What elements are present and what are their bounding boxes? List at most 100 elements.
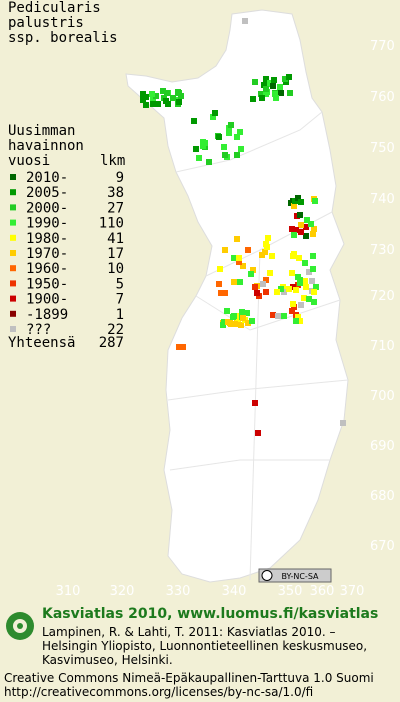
observation-square (298, 229, 304, 235)
observation-square (306, 269, 312, 275)
observation-square (238, 322, 244, 328)
observation-square (309, 278, 315, 284)
citation: Kasvimuseo, Helsinki. (42, 653, 173, 667)
y-grid-label: 760 (370, 90, 395, 105)
legend-count: 5 (116, 276, 124, 292)
observation-square (269, 253, 275, 259)
observation-square (244, 310, 250, 316)
legend-swatch (10, 250, 16, 256)
observation-square (210, 114, 216, 120)
legend-label: 2000- (26, 200, 68, 216)
observation-square (277, 84, 283, 90)
legend-label: 2005- (26, 185, 68, 201)
observation-square (311, 226, 317, 232)
observation-square (252, 79, 258, 85)
observation-square (289, 270, 295, 276)
observation-square (311, 299, 317, 305)
observation-square (289, 308, 295, 314)
observation-square (259, 95, 265, 101)
observation-square (272, 91, 278, 97)
observation-square (222, 152, 228, 158)
y-grid-label: 670 (370, 539, 395, 554)
observation-square (261, 82, 267, 88)
observation-square (155, 101, 161, 107)
observation-square (291, 203, 297, 209)
observation-square (216, 134, 222, 140)
legend-swatch (10, 265, 16, 272)
legend-label: 1990- (26, 216, 68, 232)
observation-square (239, 309, 245, 315)
x-grid-label: 340 (222, 584, 247, 599)
license-url: http://creativecommons.org/licenses/by-n… (4, 685, 313, 699)
observation-square (310, 231, 316, 237)
observation-square (236, 259, 242, 265)
logo-dot (17, 623, 23, 629)
observation-square (149, 91, 155, 97)
title-line: ssp. borealis (8, 30, 118, 46)
legend-count: 9 (116, 170, 124, 186)
observation-square (224, 308, 230, 314)
observation-square (303, 224, 309, 230)
observation-square (286, 286, 292, 292)
observation-square (297, 212, 303, 218)
y-grid-label: 680 (370, 489, 395, 504)
observation-square (249, 318, 255, 324)
observation-square (263, 76, 269, 82)
legend-label: 1900- (26, 292, 68, 308)
observation-square (271, 77, 277, 83)
badge-box (258, 568, 332, 583)
legend-count: 10 (107, 261, 124, 277)
observation-square (303, 233, 309, 239)
observation-square (160, 88, 166, 94)
y-grid-label: 740 (370, 192, 395, 207)
legend-swatch (10, 219, 16, 226)
observation-square (220, 322, 226, 328)
observation-square (212, 110, 218, 116)
observation-square (252, 284, 258, 290)
observation-square (295, 195, 301, 201)
legend-swatch (10, 204, 16, 211)
observation-square (176, 99, 182, 105)
y-grid-label: 700 (370, 389, 395, 404)
x-grid-label: 370 (340, 584, 365, 599)
observation-square (237, 279, 243, 285)
legend-swatch (10, 189, 16, 196)
observation-square (240, 315, 246, 321)
legend-label: 1980- (26, 231, 68, 247)
observation-square (293, 287, 299, 293)
region-borders (167, 111, 349, 581)
legend-swatch (10, 280, 16, 287)
observation-square (275, 313, 281, 319)
observation-square (228, 122, 234, 128)
observation-square (302, 278, 308, 284)
legend-swatch (10, 234, 16, 241)
observation-square (230, 314, 236, 320)
legend-total-label: Yhteensä (8, 335, 75, 351)
observation-square (196, 155, 202, 161)
observation-square (191, 118, 197, 124)
legend-label: -1899 (26, 307, 68, 323)
observation-square (290, 253, 296, 259)
observation-square (176, 90, 182, 96)
observation-square (293, 318, 299, 324)
observation-square (221, 144, 227, 150)
observation-square (240, 263, 246, 269)
observation-square (312, 198, 318, 204)
observation-square (302, 260, 308, 266)
observation-square (252, 400, 258, 406)
site-title: Kasviatlas 2010, www.luomus.fi/kasviatla… (42, 606, 378, 622)
x-grid-label: 310 (56, 584, 81, 599)
observation-square (140, 91, 146, 97)
legend-count: 38 (107, 185, 124, 201)
observation-square (340, 420, 346, 426)
observation-square (293, 227, 299, 233)
legend-label: 1960- (26, 261, 68, 277)
observation-square (236, 255, 242, 261)
y-grid-label: 720 (370, 289, 395, 304)
observation-square (264, 244, 270, 250)
observation-square (291, 232, 297, 238)
observation-square (245, 247, 251, 253)
observation-square (254, 290, 260, 296)
legend-count: 110 (99, 216, 124, 232)
observation-square (301, 295, 307, 301)
